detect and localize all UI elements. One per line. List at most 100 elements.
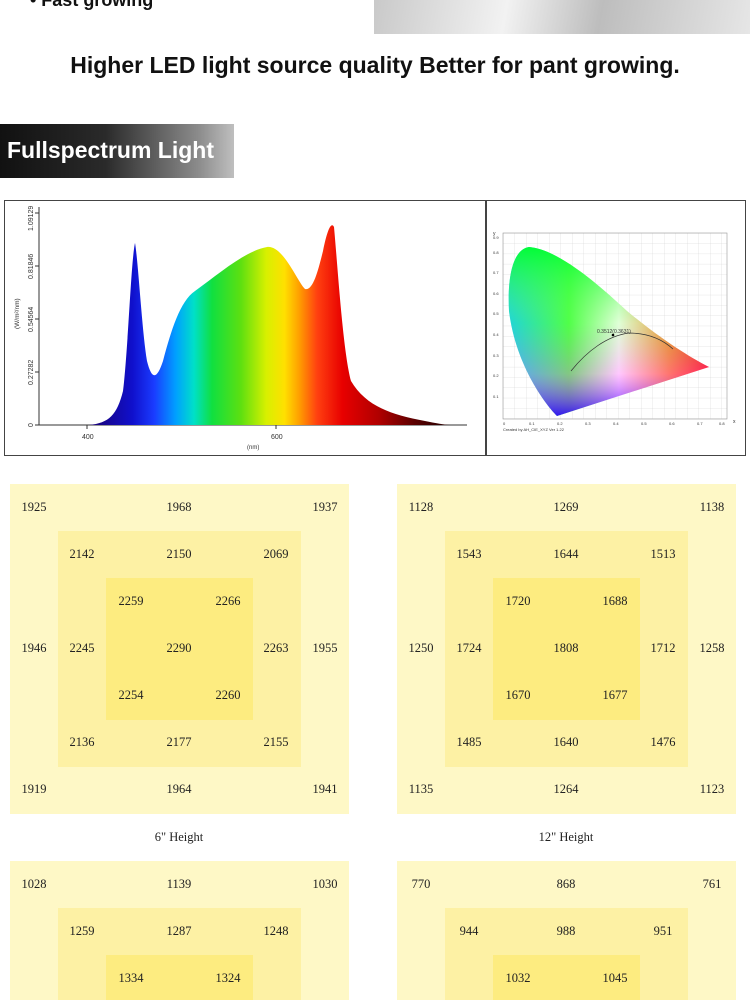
cie-x-ticks: 0 0.1 0.2 0.3 0.4 0.5 0.6 0.7 0.8	[503, 421, 725, 426]
ppfd-value: 1670	[505, 688, 531, 702]
cie-x-tick-label: 0.7	[697, 421, 703, 426]
ppfd-value: 1968	[166, 500, 192, 514]
ppfd-value: 1032	[505, 971, 531, 985]
ppfd-grid-center-ring	[493, 578, 640, 720]
ppfd-value: 2290	[166, 641, 192, 655]
spectrum-x-axis-label: (nm)	[247, 445, 259, 451]
ppfd-value: 2263	[263, 641, 289, 655]
ppfd-value: 1543	[456, 547, 482, 561]
ppfd-value: 988	[556, 924, 576, 938]
ppfd-value: 2266	[215, 594, 241, 608]
spectrum-curve	[89, 225, 451, 425]
ppfd-value: 2142	[69, 547, 95, 561]
ppfd-value: 1030	[312, 877, 338, 891]
ppfd-value: 1324	[215, 971, 241, 985]
ppfd-grid: 1128 1269 1138 1543 1644 1513 1720 1688 1250 1724…	[397, 484, 736, 814]
ppfd-value: 1287	[166, 924, 192, 938]
ppfd-value: 1937	[312, 500, 338, 514]
spectrum-y-tick-label: 1.09129	[28, 206, 35, 231]
ppfd-value: 1640	[553, 735, 579, 749]
ppfd-value: 1135	[408, 782, 434, 796]
ppfd-value: 2069	[263, 547, 289, 561]
cie-x-tick-label: 0.1	[529, 421, 535, 426]
ppfd-value: 1128	[408, 500, 434, 514]
ppfd-value: 1250	[408, 641, 434, 655]
spectrum-chart-panel: 0 0.27282 0.54564 0.81846 1.09129 (W/m²/…	[4, 200, 486, 456]
spectrum-y-tick-label: 0.81846	[28, 254, 35, 279]
spectrum-y-ticks: 0 0.27282 0.54564 0.81846 1.09129 (W/m²/…	[14, 206, 39, 427]
ppfd-value: 1248	[263, 924, 289, 938]
ppfd-value: 1808	[553, 641, 579, 655]
cie-x-tick-label: 0.2	[557, 421, 563, 426]
ppfd-grid-center-ring	[106, 955, 253, 1000]
cie-x-axis-letter: x	[733, 419, 736, 425]
cie-x-tick-label: 0.6	[669, 421, 675, 426]
cie-y-tick-label: 0.3	[493, 353, 499, 358]
ppfd-value: 1955	[312, 641, 338, 655]
cie-x-tick-label: 0.3	[585, 421, 591, 426]
spectrum-y-tick-label: 0.27282	[28, 360, 35, 385]
product-image-fragment	[374, 0, 750, 34]
planckian-locus	[570, 332, 674, 372]
cie-y-tick-label: 0.2	[493, 373, 499, 378]
ppfd-value: 2136	[69, 735, 95, 749]
cie-gamut	[508, 247, 709, 416]
ppfd-value: 1964	[166, 782, 192, 796]
cie-y-tick-label: 0.1	[493, 394, 499, 399]
ppfd-grid-center-ring	[106, 578, 253, 720]
cie-point-label: 0.3512(0.3631)	[597, 329, 631, 335]
cie-y-tick-label: 0.9	[493, 235, 499, 240]
ppfd-value: 2254	[118, 688, 144, 702]
ppfd-grid: 770 868 761 944 988 951 1032 1045	[397, 861, 736, 1000]
ppfd-value: 2260	[215, 688, 241, 702]
ppfd-value: 2259	[118, 594, 144, 608]
cie-x-tick-label: 0.4	[613, 421, 619, 426]
ppfd-value: 1677	[602, 688, 628, 702]
cie-y-axis-letter: y	[493, 231, 496, 237]
cie-y-tick-label: 0.4	[493, 332, 499, 337]
ppfd-value: 1919	[21, 782, 47, 796]
cie-x-tick-label: 0.5	[641, 421, 647, 426]
ppfd-value: 1946	[21, 641, 47, 655]
ppfd-value: 868	[556, 877, 576, 891]
ppfd-value: 1045	[602, 971, 628, 985]
cie-y-tick-label: 0.8	[493, 250, 499, 255]
ppfd-value: 2150	[166, 547, 192, 561]
ppfd-value: 1123	[699, 782, 725, 796]
feature-bullet: • Fast growing	[30, 0, 154, 10]
ppfd-value: 1688	[602, 594, 628, 608]
cie-x-tick-label: 0	[503, 421, 506, 426]
ppfd-value: 1724	[456, 641, 482, 655]
ppfd-value: 770	[411, 877, 431, 891]
ppfd-value: 1258	[699, 641, 725, 655]
cie-chart-panel: 0.3512(0.3631) y x 0.1 0.2 0.3 0.4 0.5 0…	[486, 200, 746, 456]
ppfd-grid-center-ring	[493, 955, 640, 1000]
ppfd-value: 944	[459, 924, 479, 938]
ppfd-value: 951	[653, 924, 673, 938]
spectrum-x-ticks: 400 600 (nm)	[82, 425, 283, 451]
ppfd-value: 1513	[650, 547, 676, 561]
ppfd-value: 761	[702, 877, 722, 891]
ppfd-value: 1138	[699, 500, 725, 514]
ppfd-grid-height-label: 6" Height	[154, 830, 204, 844]
cie-credit: Created by AH_CIE_XYZ Ver 1.22	[503, 427, 565, 432]
tagline: Higher LED light source quality Better f…	[70, 52, 680, 78]
cie-y-ticks: 0.1 0.2 0.3 0.4 0.5 0.6 0.7 0.8 0.9	[493, 235, 499, 399]
ppfd-value: 1712	[650, 641, 676, 655]
ppfd-grid-height-label: 12" Height	[538, 830, 594, 844]
spectrum-x-tick-label: 600	[271, 434, 283, 441]
ppfd-value: 1139	[166, 877, 192, 891]
cie-y-tick-label: 0.5	[493, 311, 499, 316]
ppfd-value: 2155	[263, 735, 289, 749]
ppfd-value: 1941	[312, 782, 338, 796]
cie-point	[611, 333, 615, 337]
ppfd-value: 1264	[553, 782, 579, 796]
ppfd-value: 1334	[118, 971, 144, 985]
spectrum-y-tick-label: 0	[28, 423, 35, 427]
ppfd-value: 2177	[166, 735, 192, 749]
ppfd-grid: 1925 1968 1937 2142 2150 2069 2259 2266 1946 2245…	[10, 484, 349, 814]
section-banner-title: Fullspectrum Light	[7, 137, 214, 163]
ppfd-value: 1476	[650, 735, 676, 749]
section-banner: Fullspectrum Light	[0, 124, 234, 178]
cie-x-tick-label: 0.8	[719, 421, 725, 426]
